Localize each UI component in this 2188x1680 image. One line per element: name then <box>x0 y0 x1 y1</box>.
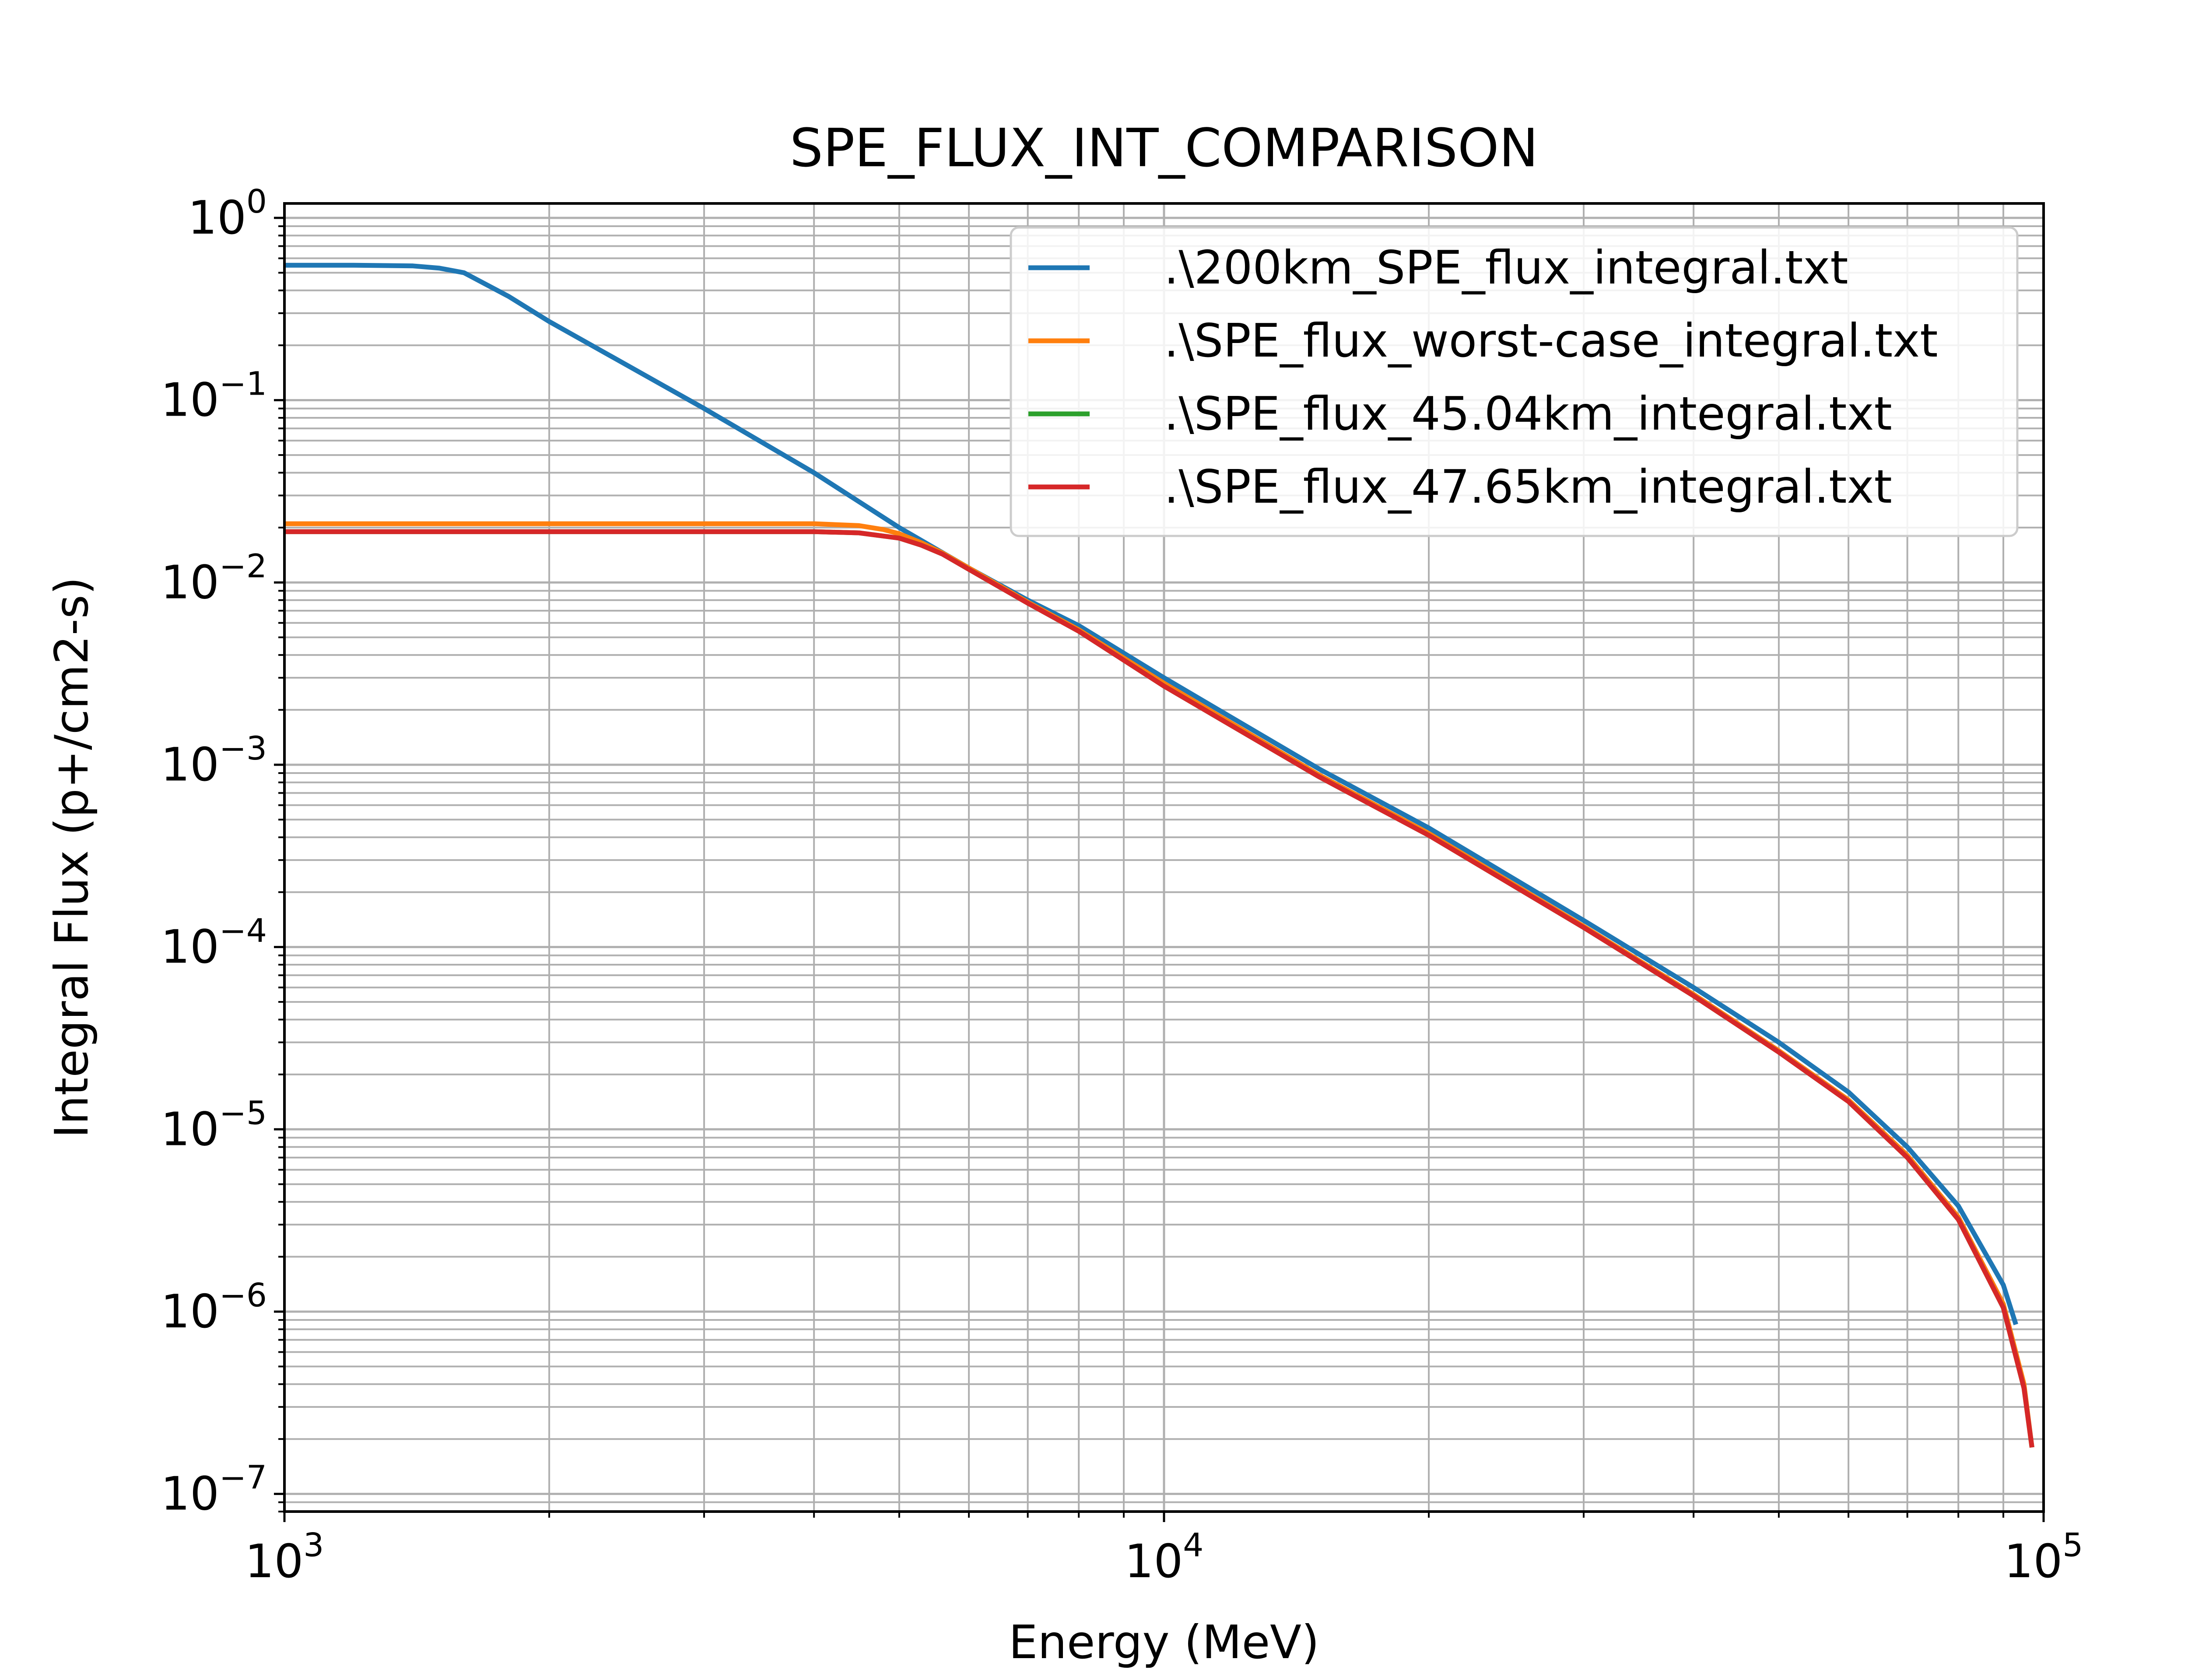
y-tick-label: 10−7 <box>161 1459 267 1521</box>
chart-title: SPE_FLUX_INT_COMPARISON <box>790 118 1538 179</box>
y-tick-label-base: 10 <box>161 738 219 791</box>
x-tick-label: 105 <box>2004 1526 2083 1588</box>
y-tick-label-base: 10 <box>161 1467 219 1521</box>
legend-label-3: .\SPE_flux_45.04km_integral.txt <box>1164 387 1892 441</box>
legend-box <box>1010 226 2019 537</box>
series-line-4 <box>284 529 2034 1448</box>
y-tick-label-exponent: −1 <box>219 365 267 403</box>
legend-label-4: .\SPE_flux_47.65km_integral.txt <box>1164 460 1892 514</box>
y-tick-label: 10−5 <box>161 1094 267 1156</box>
y-axis-label: Integral Flux (p+/cm2-s) <box>45 577 98 1138</box>
legend: .\200km_SPE_flux_integral.txt .\SPE_flux_… <box>1010 226 2019 537</box>
x-tick-label-base: 10 <box>2004 1535 2063 1588</box>
series-layer <box>284 262 2034 1448</box>
legend-label-1: .\200km_SPE_flux_integral.txt <box>1164 241 1848 294</box>
y-tick-label-base: 10 <box>161 1285 219 1338</box>
x-tick-label-exponent: 4 <box>1183 1526 1203 1564</box>
y-tick-label-exponent: −5 <box>219 1094 267 1132</box>
y-tick-label-exponent: 0 <box>246 183 267 220</box>
y-tick-label-exponent: −2 <box>219 547 267 585</box>
x-tick-label-exponent: 3 <box>303 1526 324 1564</box>
ticks-layer <box>274 217 2045 1522</box>
y-tick-label-exponent: −6 <box>219 1277 267 1314</box>
series-line-1 <box>284 262 2018 1326</box>
legend-label-2: .\SPE_flux_worst-case_integral.txt <box>1164 314 1938 368</box>
y-tick-label: 10−3 <box>161 730 267 791</box>
y-tick-label: 10−1 <box>161 365 267 427</box>
y-tick-label-base: 10 <box>161 556 219 609</box>
x-tick-label: 103 <box>245 1526 324 1588</box>
y-tick-label-base: 10 <box>161 920 219 974</box>
x-tick-label-base: 10 <box>1125 1535 1183 1588</box>
y-tick-label-exponent: −7 <box>219 1459 267 1497</box>
x-tick-label-base: 10 <box>245 1535 304 1588</box>
y-tick-label-base: 10 <box>188 191 246 245</box>
y-tick-label: 10−6 <box>161 1277 267 1338</box>
y-tick-label: 100 <box>188 183 267 245</box>
y-tick-label-exponent: −3 <box>219 730 267 767</box>
y-tick-label-base: 10 <box>161 1102 219 1156</box>
y-tick-label-exponent: −4 <box>219 912 267 950</box>
y-tick-label-base: 10 <box>161 374 219 427</box>
x-tick-label: 104 <box>1125 1526 1204 1588</box>
y-tick-label: 10−2 <box>161 547 267 609</box>
x-axis-label: Energy (MeV) <box>1009 1616 1319 1669</box>
y-tick-label: 10−4 <box>161 912 267 974</box>
x-tick-label-exponent: 5 <box>2062 1526 2083 1564</box>
